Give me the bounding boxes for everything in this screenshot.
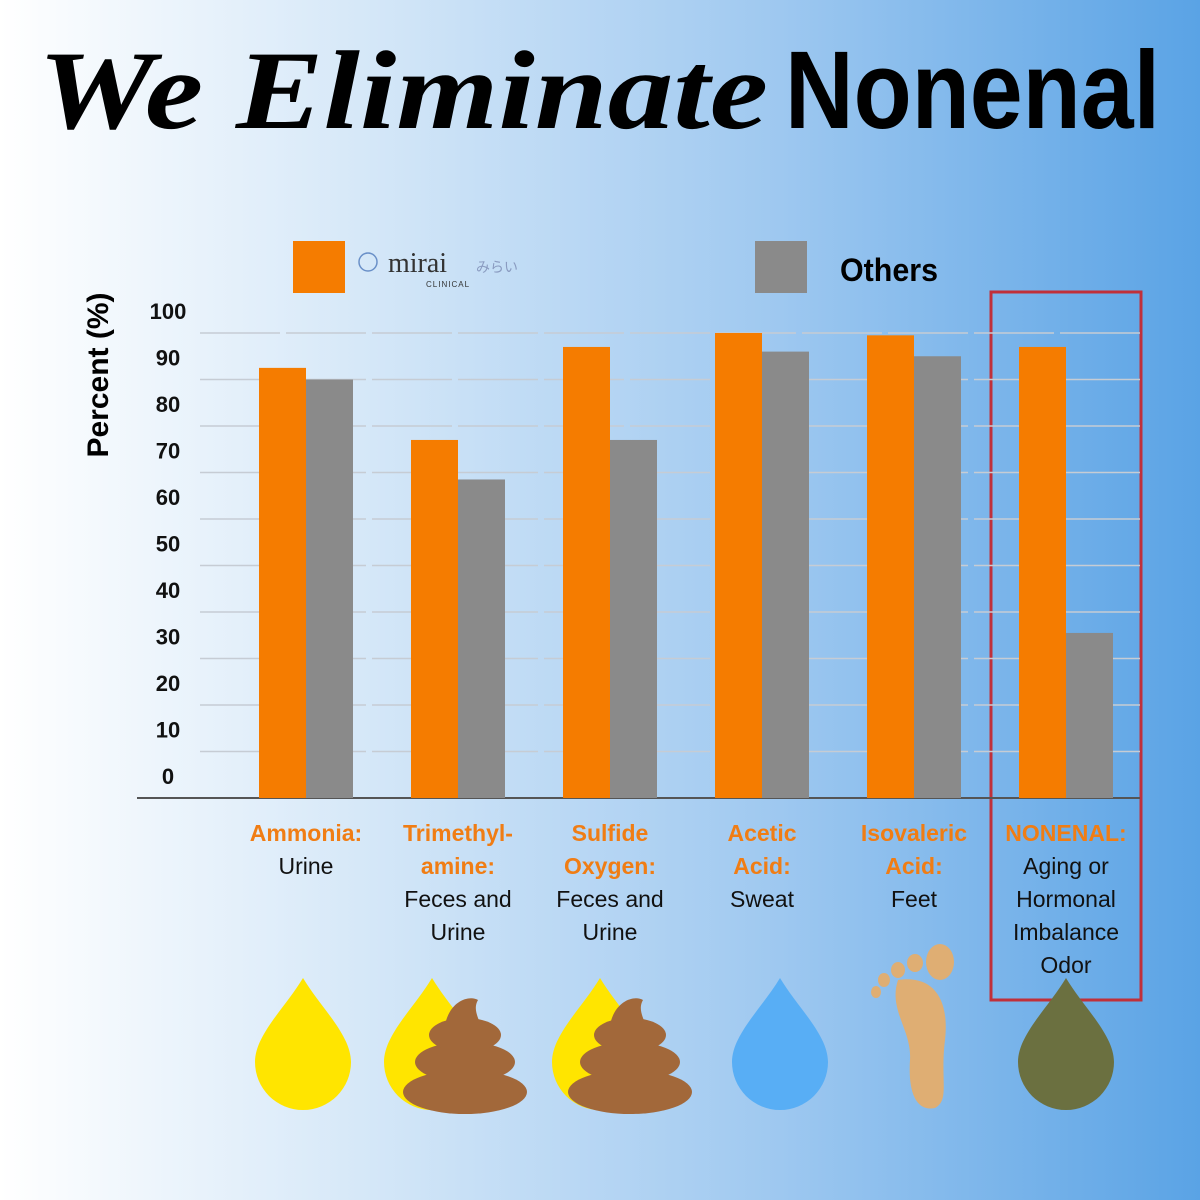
bar [914, 356, 961, 798]
category-name: Acetic Acid: [727, 820, 797, 879]
y-tick-label: 20 [156, 671, 180, 696]
logo-kana: みらい [476, 259, 518, 275]
legend-swatch [293, 241, 345, 293]
category-label: Trimethyl- amine: Feces and Urine [383, 817, 533, 949]
bar [1019, 346, 1066, 798]
category-name: Sulfide Oxygen: [563, 820, 657, 879]
bar [867, 335, 914, 798]
y-tick-label: 0 [162, 764, 174, 789]
icons [255, 944, 1114, 1114]
drop-icon [255, 978, 351, 1110]
foot-icon [871, 944, 954, 1109]
category-label: NONENAL: Aging or Hormonal Imbalance Odor [991, 817, 1141, 982]
bar [458, 479, 505, 798]
y-tick-label: 60 [156, 485, 180, 510]
bar [411, 439, 458, 798]
logo-icon [358, 252, 378, 272]
category-source: Feces and Urine [404, 886, 512, 945]
drop-icon [732, 978, 828, 1110]
poop-icon [568, 998, 692, 1114]
y-tick-label: 30 [156, 625, 180, 650]
category-source: Aging or Hormonal Imbalance Odor [1012, 853, 1120, 978]
y-axis-title: Percent (%) [82, 292, 115, 457]
category-name: Ammonia: [249, 820, 363, 846]
category-name: Trimethyl- amine: [403, 820, 513, 879]
category-label: Acetic Acid: Sweat [687, 817, 837, 916]
category-source: Sweat [730, 886, 794, 912]
y-tick-label: 90 [156, 346, 180, 371]
drop-icon [1018, 978, 1114, 1110]
category-label: Sulfide Oxygen: Feces and Urine [535, 817, 685, 949]
bar [610, 439, 657, 798]
y-tick-label: 70 [156, 439, 180, 464]
category-source: Feces and Urine [556, 886, 664, 945]
category-name: Isovaleric Acid: [860, 820, 968, 879]
bar [259, 367, 306, 798]
title-part2: Nonenal [785, 29, 1160, 152]
y-tick-label: 50 [156, 532, 180, 557]
bar [563, 346, 610, 798]
y-tick-label: 10 [156, 718, 180, 743]
legend-label: mirai [388, 248, 447, 279]
category-source: Urine [278, 853, 334, 879]
title-part1: We Eliminate [38, 29, 768, 153]
legend-swatch [755, 241, 807, 293]
y-tick-label: 40 [156, 578, 180, 603]
bar [715, 333, 762, 798]
category-label: Isovaleric Acid: Feet [839, 817, 989, 916]
bar [1066, 632, 1113, 798]
category-label: Ammonia: Urine [231, 817, 381, 883]
bar [306, 379, 353, 798]
legend-label: Others [840, 252, 938, 288]
bar [762, 351, 809, 798]
y-tick-label: 100 [150, 299, 187, 324]
category-source: Feet [890, 886, 938, 912]
poop-icon [403, 998, 527, 1114]
y-tick-label: 80 [156, 392, 180, 417]
logo-sub: CLINICAL [426, 280, 470, 289]
category-name: NONENAL: [1005, 820, 1127, 846]
